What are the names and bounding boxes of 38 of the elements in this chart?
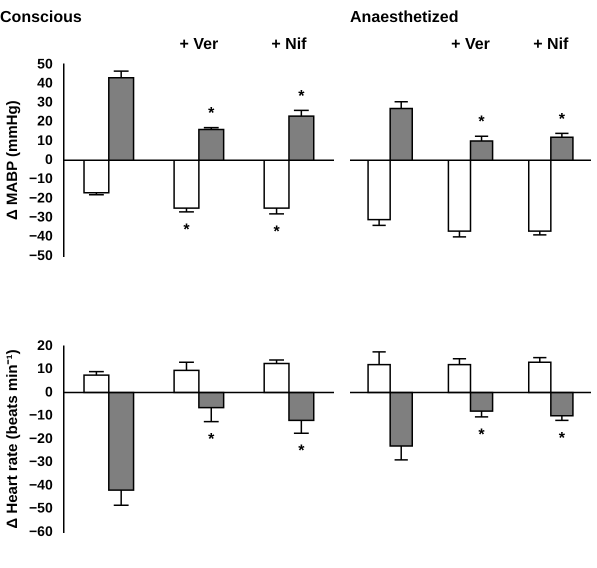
- y-tick-label: 30: [37, 94, 53, 110]
- y-tick-label: −50: [29, 500, 53, 516]
- y-tick-label: −20: [29, 430, 53, 446]
- y-tick-label: −50: [29, 246, 53, 263]
- y-tick-label: 0: [44, 151, 53, 168]
- annotation: *: [298, 88, 306, 105]
- y-axis-title: Δ MABP (mmHg): [4, 100, 22, 220]
- x-tick-label: + Nif: [533, 36, 570, 54]
- annotation: *: [273, 223, 280, 240]
- y-tick-label: −20: [29, 189, 53, 206]
- x-tick-label: + Ver: [180, 36, 218, 54]
- annotation: *: [558, 110, 566, 128]
- y-tick-label: 0: [44, 383, 53, 400]
- y-tick-label: −40: [29, 228, 53, 244]
- y-tick-label: −30: [29, 208, 53, 225]
- x-tick-label: + Nif: [271, 36, 308, 54]
- y-tick-label: −10: [29, 170, 53, 186]
- annotation: *: [298, 442, 306, 460]
- y-tick-label: 10: [37, 360, 53, 376]
- y-tick-label: −30: [29, 453, 53, 470]
- y-tick-label: 20: [37, 112, 53, 129]
- annotation: *: [478, 426, 486, 444]
- annotation: *: [208, 430, 216, 448]
- y-tick-label: 50: [37, 55, 53, 72]
- annotation: *: [183, 221, 190, 238]
- chart-title: Conscious: [0, 9, 82, 26]
- chart-title: Anaesthetized: [350, 9, 458, 26]
- y-tick-label: 20: [37, 336, 53, 353]
- y-tick-label: 10: [37, 132, 53, 148]
- y-tick-label: −60: [29, 522, 53, 539]
- annotation: *: [208, 105, 216, 122]
- y-axis-title: Δ Heart rate (beats min⁻¹): [4, 349, 22, 529]
- y-tick-label: −10: [29, 406, 53, 423]
- annotation: *: [478, 114, 486, 131]
- y-tick-label: −40: [29, 476, 53, 492]
- y-tick-label: 40: [37, 74, 53, 90]
- annotation: *: [558, 430, 566, 447]
- x-tick-label: + Ver: [451, 36, 490, 54]
